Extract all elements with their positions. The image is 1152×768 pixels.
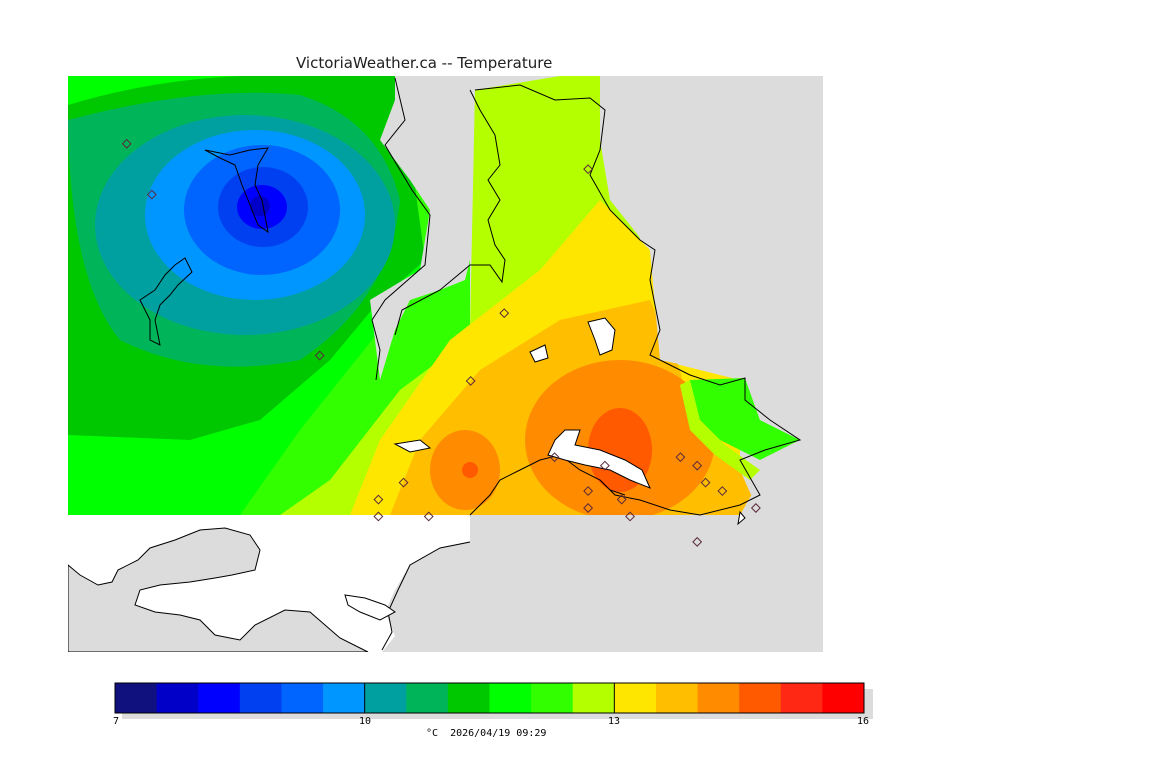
legend-swatch xyxy=(323,683,366,713)
temperature-field xyxy=(68,76,800,520)
olympic-peninsula xyxy=(68,527,369,652)
legend-swatch xyxy=(780,683,823,713)
legend-swatch xyxy=(614,683,657,713)
legend-tick-13: 13 xyxy=(607,716,621,727)
legend-tick-10: 10 xyxy=(358,716,372,727)
map-title: VictoriaWeather.ca -- Temperature xyxy=(296,54,553,72)
station-marker[interactable] xyxy=(146,189,157,200)
color-legend xyxy=(114,683,865,713)
island-b xyxy=(529,344,549,363)
legend-swatch xyxy=(364,683,407,713)
inlet-saanich xyxy=(547,429,651,489)
station-marker[interactable] xyxy=(465,375,476,386)
legend-swatch xyxy=(489,683,532,713)
station-marker[interactable] xyxy=(625,511,636,522)
strait-grey xyxy=(370,76,470,380)
station-marker[interactable] xyxy=(549,452,560,463)
legend-swatch xyxy=(697,683,740,713)
station-marker[interactable] xyxy=(373,494,384,505)
legend-swatch xyxy=(281,683,324,713)
island-c xyxy=(393,439,432,453)
legend-swatch xyxy=(406,683,449,713)
coast-east-mainland xyxy=(371,77,431,381)
legend-swatch xyxy=(572,683,615,713)
station-marker[interactable] xyxy=(717,486,728,497)
legend-swatch xyxy=(115,683,158,713)
legend-swatch xyxy=(156,683,199,713)
station-marker[interactable] xyxy=(599,460,610,471)
legend-swatch xyxy=(198,683,241,713)
legend-tick-7: 7 xyxy=(112,716,120,727)
station-marker[interactable] xyxy=(583,503,594,513)
station-marker[interactable] xyxy=(373,511,384,522)
station-marker[interactable] xyxy=(398,477,409,488)
coast-island-west xyxy=(394,89,506,336)
island-d xyxy=(737,510,746,526)
station-marker[interactable] xyxy=(692,460,703,471)
station-marker[interactable] xyxy=(692,536,703,547)
station-marker[interactable] xyxy=(583,164,594,175)
station-marker[interactable] xyxy=(616,494,627,505)
station-marker[interactable] xyxy=(499,308,510,319)
inlet-southwest xyxy=(139,257,193,346)
station-marker[interactable] xyxy=(121,138,132,149)
station-marker[interactable] xyxy=(583,486,594,497)
station-marker[interactable] xyxy=(750,503,761,513)
legend-swatch xyxy=(655,683,699,713)
station-marker[interactable] xyxy=(700,477,711,488)
east-grey xyxy=(470,76,823,652)
legend-swatch xyxy=(239,683,282,713)
station-marker[interactable] xyxy=(423,511,434,522)
island-a xyxy=(587,317,616,356)
legend-tick-16: 16 xyxy=(856,716,870,727)
station-marker[interactable] xyxy=(314,350,325,361)
legend-caption: °C 2026/04/19 09:29 xyxy=(426,728,547,739)
station-markers xyxy=(121,138,761,547)
station-marker[interactable] xyxy=(675,452,686,463)
legend-swatch xyxy=(447,683,490,713)
legend-swatch xyxy=(531,683,574,713)
island-south xyxy=(344,594,396,621)
legend-swatch xyxy=(822,683,865,713)
coast-saltspring-east xyxy=(474,84,802,516)
legend-swatch xyxy=(739,683,782,713)
legend-border xyxy=(114,682,865,714)
inlet-west xyxy=(204,147,269,234)
